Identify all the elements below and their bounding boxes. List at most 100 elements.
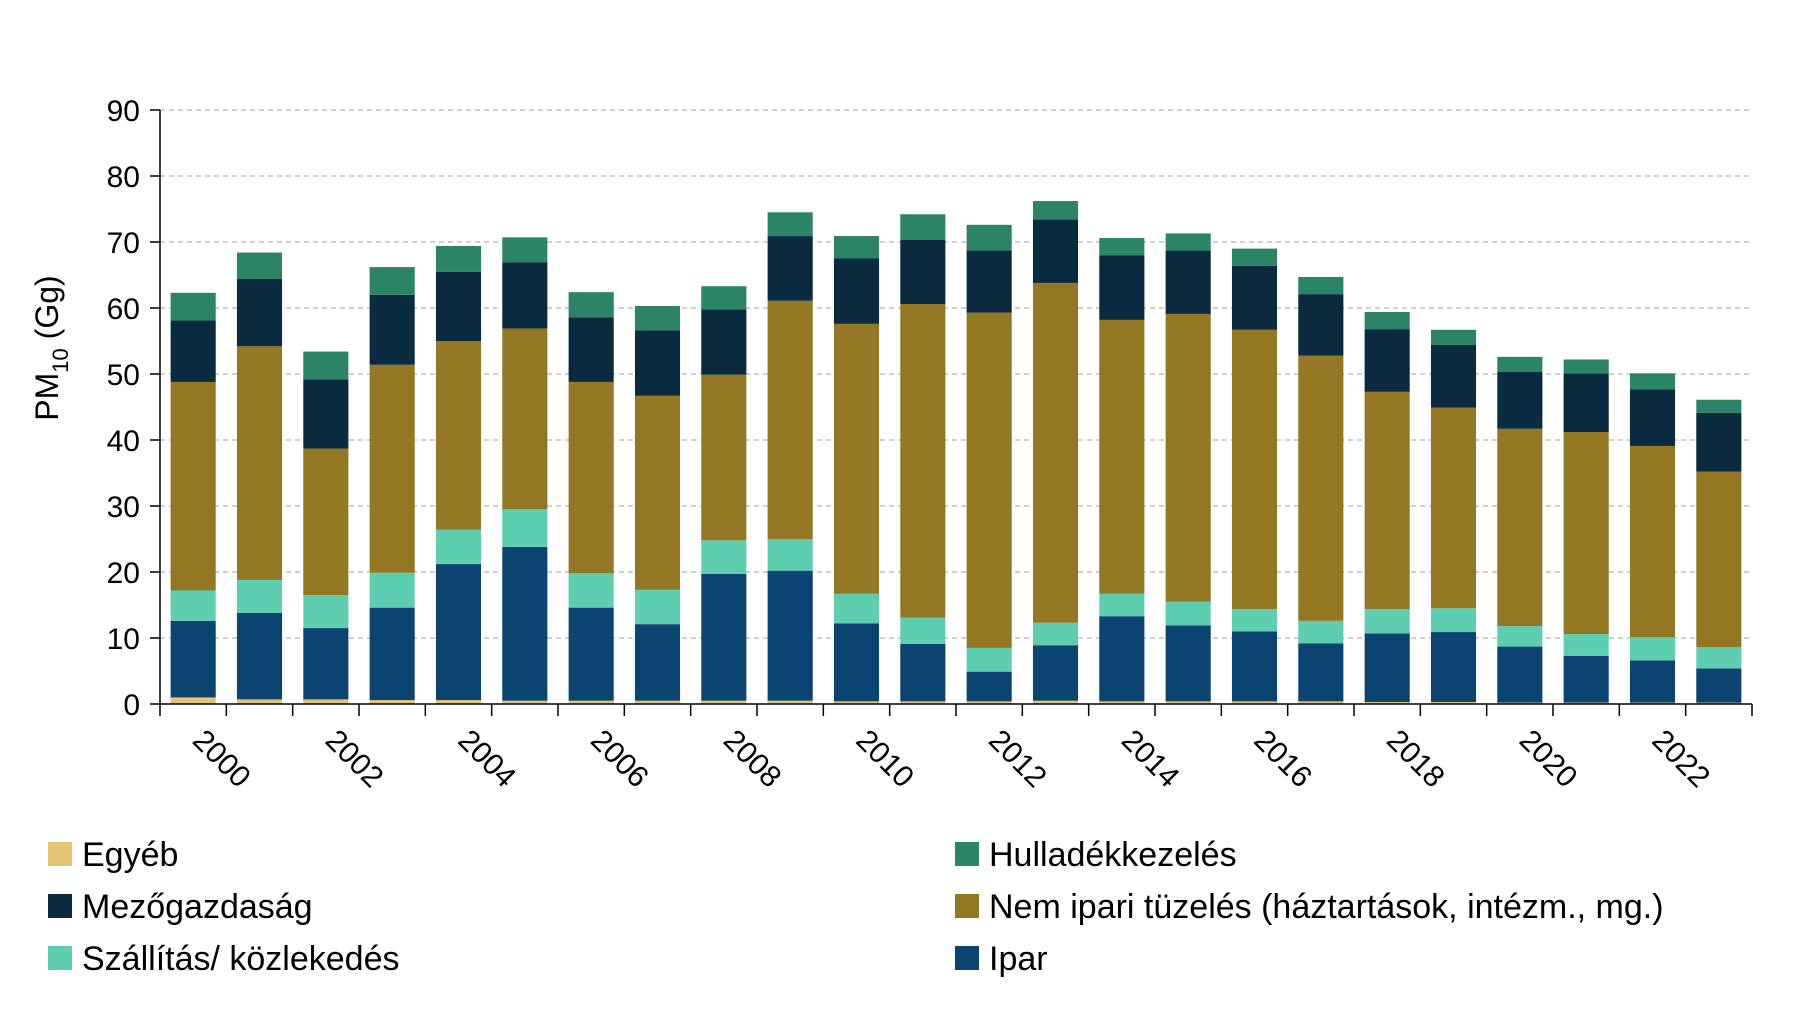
bar-stack-2020 [1497,356,1543,704]
legend-swatch-1 [955,842,979,866]
bar-segment-2001-0 [236,699,283,704]
legend-label-0: Egyéb [82,836,178,874]
bar-segment-2000-1 [170,620,216,698]
bar-segment-2019-2 [1430,608,1477,633]
x-tick-label-2006: 2006 [584,724,655,795]
y-tick-label-80: 80 [107,161,140,194]
bar-segment-2012-0 [966,701,1012,704]
bar-segment-2006-1 [568,607,614,701]
bar-stack-2016 [1231,248,1278,704]
y-tick-label-40: 40 [107,425,140,458]
x-tick-labels: 2000 2002 2004 2006 2008 2010 2012 2014 2016 2018… [186,724,1716,795]
bar-segment-2012-1 [966,671,1012,702]
x-tick-label-2000: 2000 [186,724,257,795]
bar-segment-2003-3 [369,364,415,573]
bar-segment-2002-0 [303,699,349,704]
bar-stack-2017 [1298,276,1344,704]
axes [150,109,1753,716]
bar-segment-2000-0 [170,697,216,704]
bar-segment-2003-0 [369,700,415,704]
bar-segment-2002-1 [303,628,349,700]
bar-stack-2022 [1629,373,1676,704]
bar-segment-2011-1 [900,643,946,702]
bar-segment-2021-5 [1563,359,1609,374]
bar-segment-2018-1 [1364,633,1410,703]
legend-label-4: Szállítás/ közlekedés [82,940,400,978]
bar-segment-2006-0 [568,700,614,704]
legend-swatch-5 [955,946,979,970]
y-tick-label-60: 60 [107,293,140,326]
bar-segment-2004-5 [435,245,482,272]
bar-segment-2002-3 [303,448,349,596]
legend-item-5: Ipar [955,940,1048,978]
grid-lines [160,109,1752,639]
bar-segment-2007-5 [634,306,681,331]
bar-segment-2013-5 [1032,201,1079,220]
bar-segment-2004-1 [435,564,482,701]
bar-segment-2023-2 [1696,647,1742,669]
bar-segment-2006-4 [568,317,614,382]
bar-stack-2021 [1563,359,1609,704]
bar-segment-2008-1 [701,573,747,701]
y-tick-label-0: 0 [123,689,140,722]
x-tick-label-2002: 2002 [319,724,390,795]
bar-segment-2017-1 [1298,643,1344,702]
bar-segment-2022-2 [1629,637,1676,661]
bar-segment-2003-5 [369,267,415,295]
bar-segment-2004-0 [435,700,482,704]
bar-segment-2022-5 [1629,373,1676,390]
bar-segment-2011-2 [900,617,946,644]
bar-segment-2007-3 [634,395,681,590]
bar-segment-2003-2 [369,572,415,608]
bar-stack-2000 [170,292,216,704]
bar-segment-2016-3 [1231,329,1278,609]
legend-label-5: Ipar [989,940,1048,978]
bar-segment-2005-5 [502,237,548,263]
bar-segment-2003-4 [369,294,415,365]
legend-label-3: Nem ipari tüzelés (háztartások, intézm.,… [989,888,1664,926]
bar-segment-2019-1 [1430,632,1477,703]
legend-swatch-3 [955,894,979,918]
bar-segment-2017-3 [1298,355,1344,621]
bar-segment-2005-1 [502,546,548,701]
bar-segment-2012-3 [966,312,1012,648]
bar-stack-2005 [502,237,548,704]
legend-label-1: Hulladékkezelés [989,836,1237,874]
bar-segment-2009-2 [767,539,813,571]
bar-segment-2003-1 [369,607,415,701]
bar-segment-2008-2 [701,540,747,574]
bar-stacks [170,201,1742,704]
bar-segment-2023-1 [1696,668,1742,703]
legend-item-1: Hulladékkezelés [955,836,1237,874]
bar-segment-2006-3 [568,381,614,574]
bar-segment-2010-1 [833,623,880,702]
y-tick-label-50: 50 [107,359,140,392]
bar-stack-2023 [1696,399,1742,704]
bar-segment-2009-0 [767,700,813,704]
bar-segment-2005-4 [502,262,548,329]
bar-stack-2013 [1032,201,1079,704]
bar-segment-2012-2 [966,647,1012,672]
bar-segment-2013-3 [1032,282,1079,623]
bar-segment-2007-0 [634,700,681,704]
bar-segment-2005-3 [502,328,548,510]
bar-stack-2006 [568,292,614,704]
bar-stack-2001 [236,252,283,704]
bar-segment-2000-4 [170,320,216,382]
x-tick-label-2018: 2018 [1380,724,1451,795]
bar-segment-2010-3 [833,323,880,594]
bar-segment-2007-4 [634,330,681,396]
bar-segment-2011-5 [900,214,946,241]
bar-segment-2014-5 [1099,238,1145,256]
x-tick-label-2012: 2012 [982,724,1053,795]
bar-stack-2009 [767,212,813,704]
bar-segment-2013-2 [1032,622,1079,646]
bar-segment-2019-0 [1430,702,1477,704]
bar-stack-2018 [1364,311,1410,704]
bar-segment-2008-5 [701,286,747,310]
bar-segment-2010-2 [833,593,880,624]
bar-segment-2021-3 [1563,432,1609,635]
y-axis-label: PM10 (Gg) [29,275,73,420]
bar-segment-2008-0 [701,700,747,704]
bar-segment-2013-4 [1032,219,1079,283]
